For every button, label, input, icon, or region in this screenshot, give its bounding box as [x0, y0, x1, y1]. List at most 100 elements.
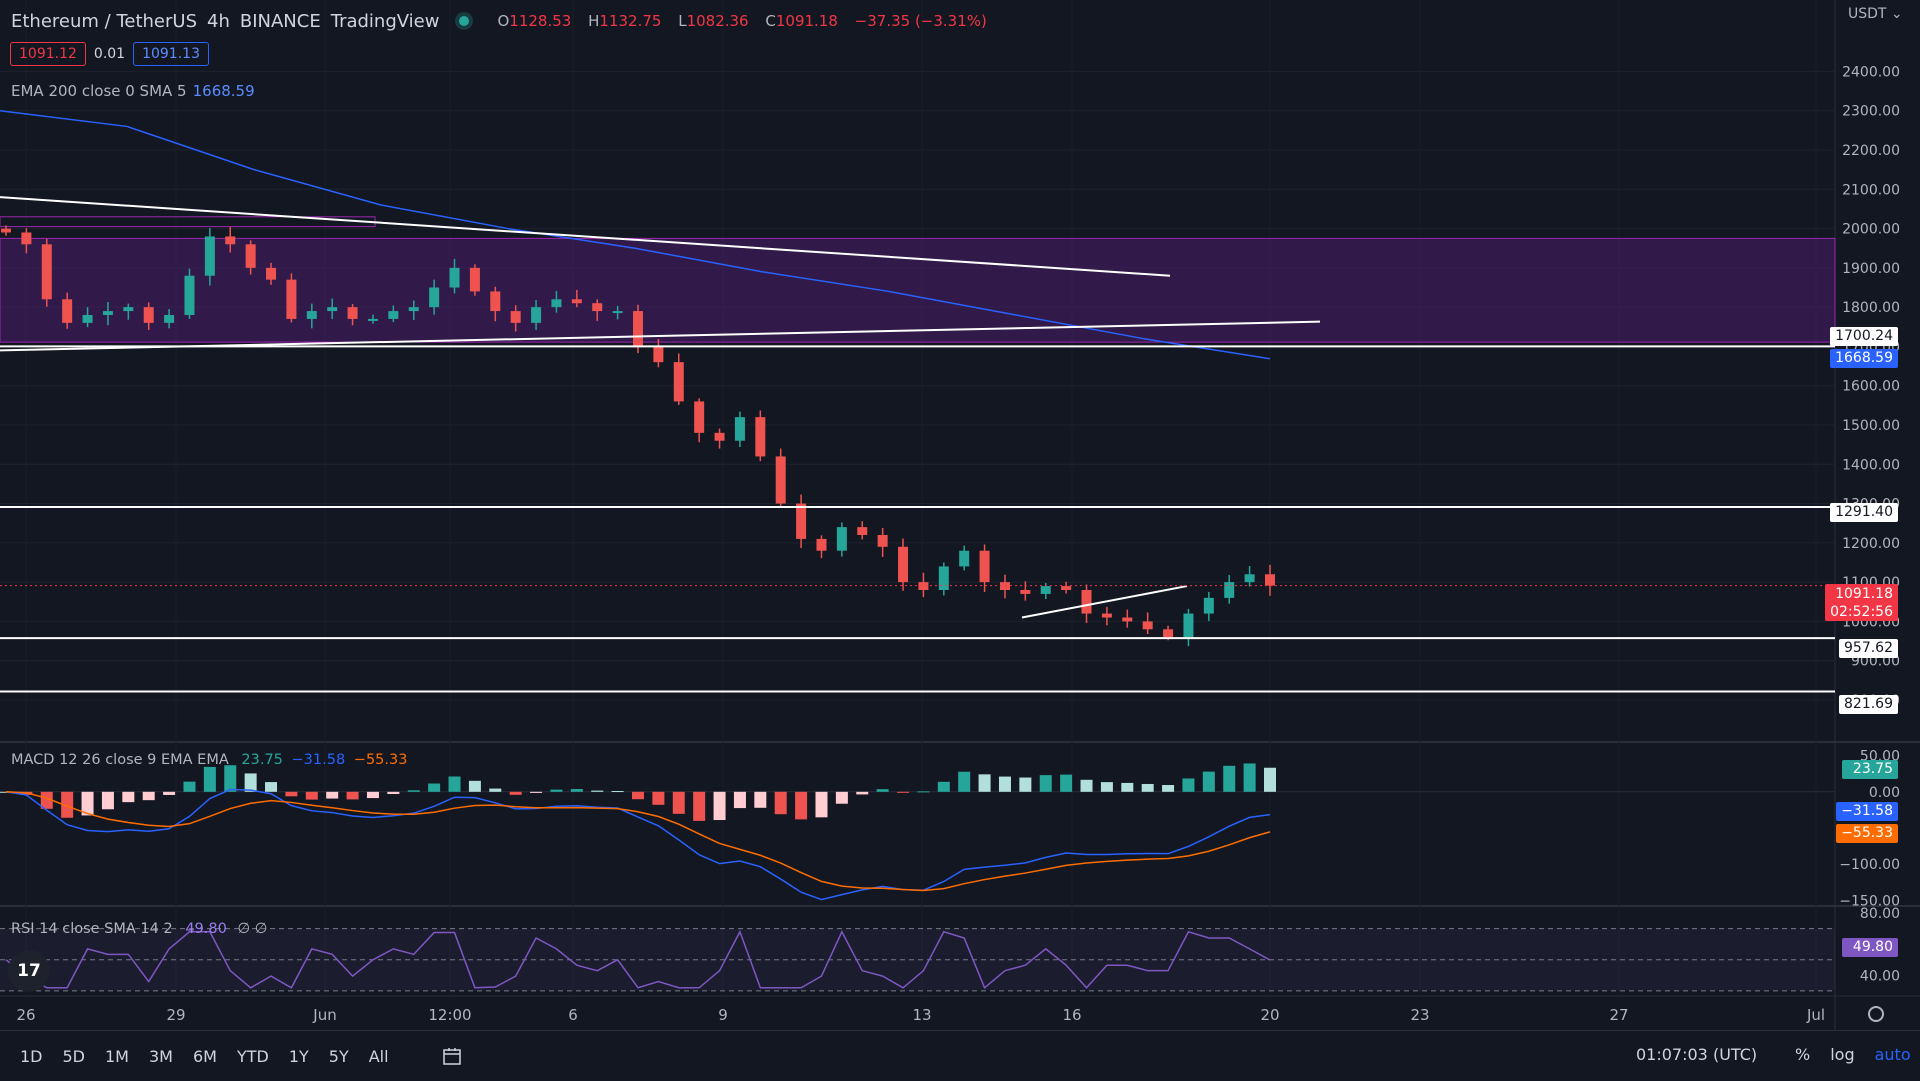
macd-histogram-bar: [265, 782, 278, 792]
settings-gear-icon[interactable]: [1868, 1006, 1884, 1022]
macd-label: MACD 12 26 close 9 EMA EMA: [11, 752, 229, 768]
candle-body: [979, 550, 990, 583]
date-range-icon[interactable]: [441, 1045, 463, 1067]
candle-body: [429, 287, 440, 308]
macd-histogram-bar: [163, 791, 176, 795]
candle-body: [1183, 613, 1194, 638]
timeframe-buttons: 1D 5D 1M 3M 6M YTD 1Y 5Y All: [20, 1047, 389, 1066]
macd-histogram-bar: [550, 789, 563, 792]
candle-body: [877, 535, 888, 547]
last-price-value: 1091.18: [1835, 586, 1893, 602]
price-tag-1700: 1700.24: [1830, 327, 1898, 346]
candle-body: [143, 307, 154, 323]
candle-body: [551, 299, 562, 308]
exchange: BINANCE: [239, 10, 321, 32]
bar-countdown: 02:52:56: [1830, 604, 1893, 620]
sell-button[interactable]: 1091.12: [10, 42, 86, 66]
timeframe-1d[interactable]: 1D: [20, 1046, 43, 1066]
trendline-3: [1021, 585, 1188, 619]
macd-histogram-bar: [774, 791, 787, 815]
ema-label: EMA 200 close 0 SMA 5: [11, 82, 187, 100]
timeframe-3m[interactable]: 3M: [148, 1046, 173, 1066]
candle-body: [388, 311, 399, 319]
macd-histogram-bar: [244, 773, 257, 792]
utc-clock[interactable]: 01:07:03 (UTC): [1636, 1045, 1758, 1064]
macd-line-tag: −31.58: [1836, 802, 1898, 821]
tradingview-logo[interactable]: 17: [8, 950, 50, 992]
macd-histogram-bar: [591, 790, 604, 792]
macd-histogram-bar: [387, 791, 400, 795]
last-price-tag: 1091.18 02:52:56: [1825, 584, 1898, 621]
log-toggle[interactable]: log: [1830, 1045, 1855, 1064]
interval[interactable]: 4h: [207, 10, 230, 32]
candle-body: [796, 503, 807, 539]
candle-body: [1244, 574, 1255, 583]
candle-body: [510, 311, 521, 323]
timeframe-ytd[interactable]: YTD: [236, 1046, 269, 1066]
macd-histogram-bar: [81, 791, 94, 816]
timeframe-6m[interactable]: 6M: [192, 1046, 217, 1066]
open-value: 1128.53: [509, 12, 572, 30]
macd-histogram-bar: [998, 776, 1011, 792]
timeframe-1y[interactable]: 1Y: [288, 1046, 309, 1066]
scale-options: % log auto: [1795, 1045, 1911, 1064]
candle-body: [898, 546, 909, 583]
low-value: 1082.36: [686, 12, 749, 30]
macd-histogram-bar: [407, 790, 420, 792]
x-tick-label: 6: [568, 1006, 578, 1024]
price-tag-821: 821.69: [1839, 695, 1898, 714]
currency-selector[interactable]: USDT ⌄: [1848, 6, 1903, 22]
candle-body: [633, 311, 643, 347]
candle-body: [959, 550, 970, 567]
macd-histogram-bar: [815, 791, 828, 818]
candle-body: [673, 362, 684, 402]
platform: TradingView: [330, 10, 440, 32]
candle-body: [755, 417, 766, 457]
candle-body: [714, 432, 725, 441]
candle-body: [531, 307, 542, 323]
macd-histogram-bar: [489, 788, 502, 792]
percent-toggle[interactable]: %: [1795, 1045, 1811, 1064]
x-tick-label: 23: [1410, 1006, 1429, 1024]
macd-tick-label: −150.00: [1839, 893, 1900, 909]
auto-scale-toggle[interactable]: auto: [1874, 1045, 1911, 1064]
rsi-legend[interactable]: RSI 14 close SMA 14 2 49.80 ∅ ∅: [11, 921, 267, 937]
y-tick-label: 2400.00: [1842, 64, 1900, 80]
candle-body: [123, 307, 134, 312]
symbol-name[interactable]: Ethereum / TetherUS: [11, 10, 197, 32]
candle-body: [1265, 574, 1275, 586]
ohlc-readout: O1128.53 H1132.75 L1082.36 C1091.18 −37.…: [497, 12, 987, 30]
y-tick-label: 2000.00: [1842, 222, 1900, 238]
macd-histogram-bar: [795, 791, 808, 820]
candle-body: [612, 311, 623, 314]
candle-body: [1081, 590, 1092, 614]
y-tick-label: 1400.00: [1842, 457, 1900, 473]
candle-body: [367, 318, 378, 321]
macd-legend[interactable]: MACD 12 26 close 9 EMA EMA 23.75 −31.58 …: [11, 752, 407, 768]
candle-body: [327, 307, 338, 312]
timeframe-5y[interactable]: 5Y: [328, 1046, 349, 1066]
y-tick-label: 2300.00: [1842, 104, 1900, 120]
macd-histogram-bar: [1100, 782, 1113, 792]
macd-histogram-bar: [285, 791, 298, 797]
timeframe-all[interactable]: All: [368, 1046, 389, 1066]
macd-histogram-bar: [448, 776, 461, 792]
macd-histogram-bar: [856, 791, 869, 795]
price-tag-957: 957.62: [1839, 639, 1898, 658]
timeframe-1m[interactable]: 1M: [105, 1046, 129, 1066]
x-tick-label: 16: [1062, 1006, 1081, 1024]
rsi-label: RSI 14 close SMA 14 2: [11, 921, 173, 937]
macd-histogram-bar: [754, 791, 767, 808]
macd-histogram-bar: [101, 791, 114, 810]
macd-histogram-bar: [224, 765, 237, 792]
x-tick-label: Jun: [312, 1006, 336, 1024]
macd-signal-value: −55.33: [353, 752, 408, 768]
buy-button[interactable]: 1091.13: [133, 42, 209, 66]
candle-body: [1203, 597, 1214, 614]
timeframe-5d[interactable]: 5D: [62, 1046, 86, 1066]
candle-body: [62, 299, 73, 323]
candle-body: [1224, 582, 1235, 598]
rsi-line: [5, 929, 1271, 990]
ema-legend[interactable]: EMA 200 close 0 SMA 5 1668.59: [11, 82, 255, 100]
